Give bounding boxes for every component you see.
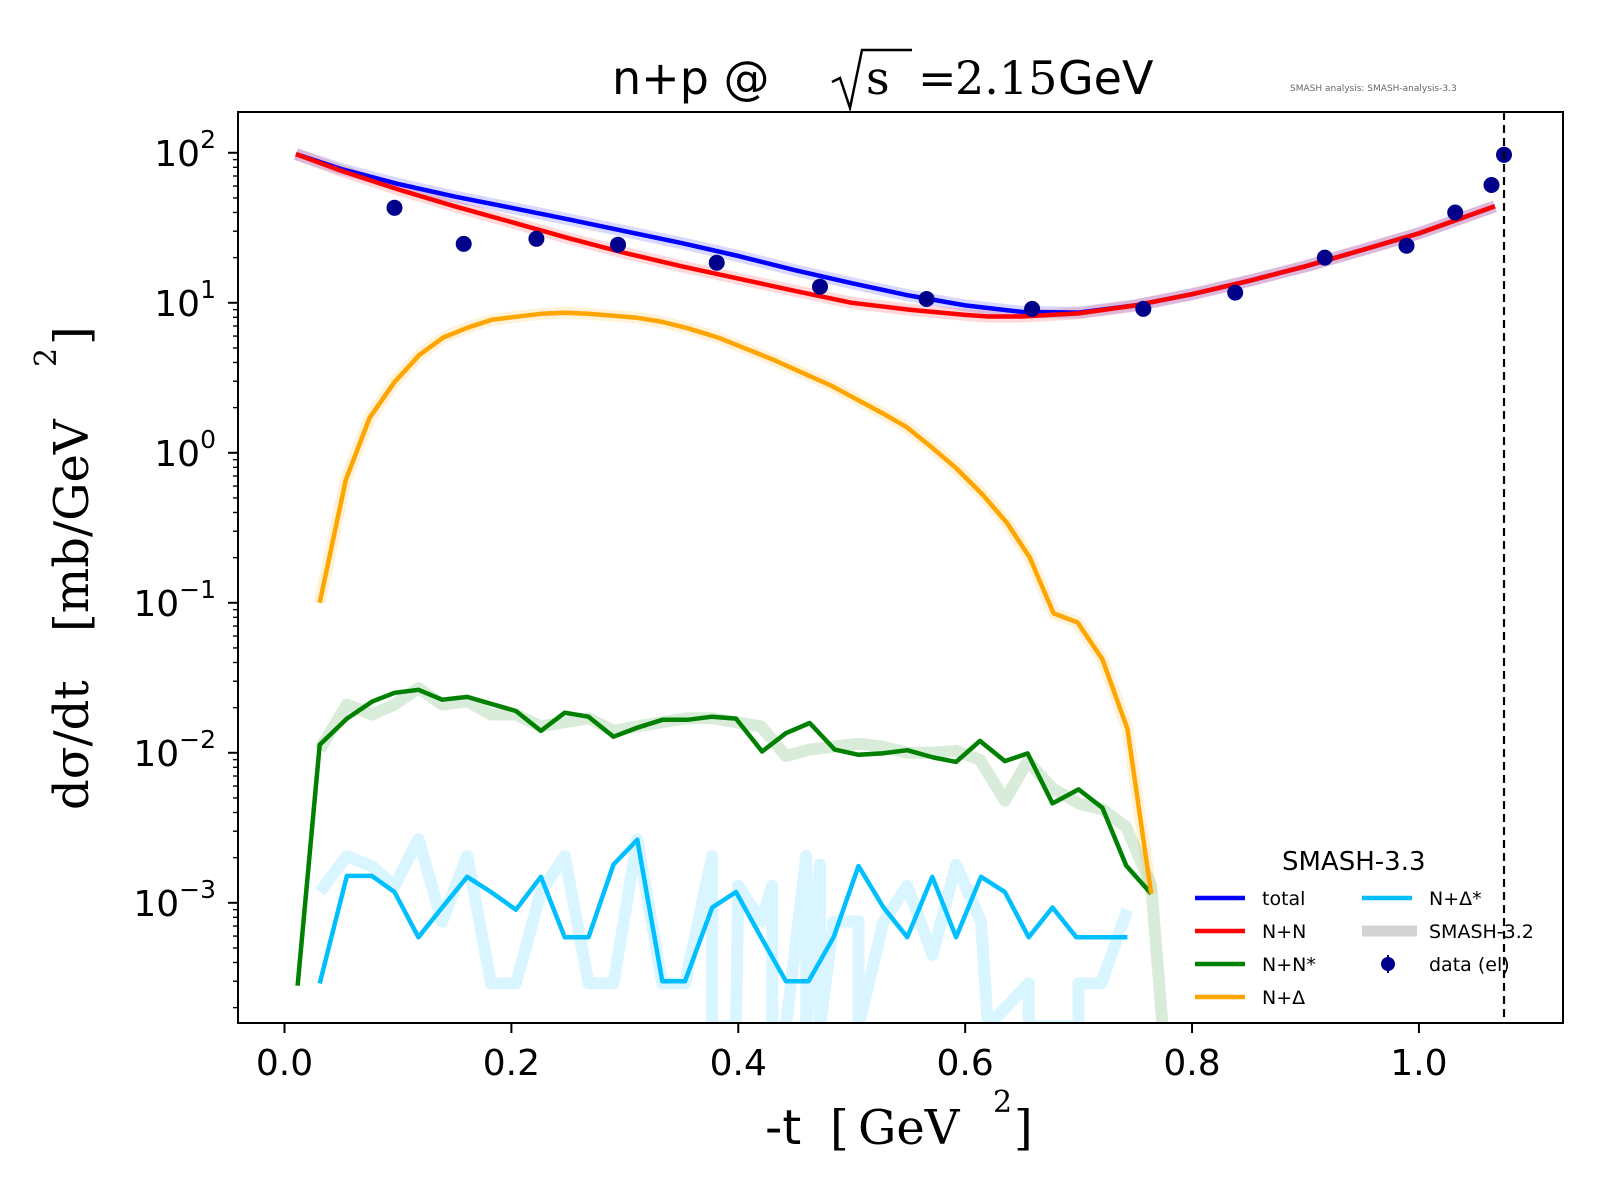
- legend-label: N+Δ*: [1429, 888, 1482, 910]
- legend-title: SMASH-3.3: [1282, 847, 1426, 877]
- data-point: [1024, 300, 1041, 317]
- data-point: [1227, 284, 1244, 301]
- x-axis-label-main: -t: [765, 1100, 801, 1156]
- data-point: [1483, 177, 1500, 193]
- data-point: [1135, 300, 1152, 317]
- x-axis: 0.0 0.2 0.4 0.6 0.8 1.0: [256, 1023, 1448, 1084]
- legend-label: N+Δ: [1262, 987, 1305, 1009]
- x-axis-label-open: [: [830, 1100, 849, 1156]
- x-tick-label: 1.0: [1390, 1043, 1447, 1084]
- data-point: [455, 235, 472, 252]
- series-line-n-plus: [317, 310, 1154, 895]
- y-tick-label: 10−1: [133, 575, 216, 625]
- y-axis-label-close: ]: [44, 326, 100, 345]
- x-axis-label: -t [ GeV 2 ]: [765, 1085, 1033, 1156]
- x-tick-label: 0.0: [256, 1043, 313, 1084]
- legend-marker: [1381, 957, 1395, 971]
- legend-entry-total: total: [1195, 888, 1305, 910]
- legend-label: SMASH-3.2: [1429, 921, 1534, 943]
- y-axis-label-unit: [mb/GeV: [44, 418, 100, 632]
- legend-entry-n-plus-star: N+Δ*: [1362, 888, 1482, 910]
- y-tick-label: 102: [154, 125, 216, 175]
- data-point: [1447, 204, 1464, 221]
- data-point: [708, 254, 725, 271]
- legend-label: total: [1262, 888, 1305, 910]
- reference-line-n-plus-smash-3-2: [313, 306, 1158, 895]
- x-axis-label-unit: GeV: [858, 1100, 961, 1156]
- reference-layer: [293, 148, 1497, 1023]
- watermark: SMASH analysis: SMASH-analysis-3.3: [1290, 84, 1457, 94]
- axes-frame: [237, 111, 1564, 1024]
- y-axis-label-sup: 2: [29, 348, 64, 367]
- data-point: [918, 291, 935, 307]
- data-point: [386, 199, 403, 216]
- legend: SMASH-3.3 total N+N N+N* N+Δ N+Δ* SMASH-3.2 da…: [1195, 847, 1534, 1009]
- data-point: [610, 236, 626, 253]
- series-line-n-plus-n: [295, 151, 1496, 319]
- x-tick-label: 0.4: [710, 1043, 767, 1084]
- title-value: 2.15: [955, 51, 1057, 105]
- sqrt-symbol: [831, 48, 912, 113]
- data-points-layer: [386, 146, 1512, 317]
- data-point: [1316, 249, 1333, 266]
- x-tick-label: 0.8: [1163, 1043, 1220, 1084]
- y-tick-label: 100: [154, 425, 216, 475]
- legend-entry-n-plus-n-star: N+N*: [1195, 954, 1316, 976]
- reference-line-total-smash-3-2: [294, 148, 1497, 319]
- legend-label: N+N: [1262, 921, 1306, 943]
- y-axis-label-main: dσ/dt: [44, 680, 100, 810]
- y-tick-label: 10−3: [133, 875, 216, 925]
- data-point: [528, 230, 545, 247]
- x-axis-label-close: ]: [1014, 1100, 1033, 1156]
- legend-label: N+N*: [1262, 954, 1316, 976]
- chart-title: n+p @ s = 2.15 GeV: [612, 48, 1154, 113]
- legend-label: data (el): [1429, 954, 1510, 976]
- y-axis-label: dσ/dt [mb/GeV 2 ]: [29, 326, 100, 810]
- series-line-n-plus-star: [317, 837, 1128, 984]
- title-equals: =: [918, 51, 957, 105]
- title-prefix: n+p @: [612, 51, 770, 105]
- legend-entry-n-plus-n: N+N: [1195, 921, 1306, 943]
- x-tick-label: 0.2: [483, 1043, 540, 1084]
- legend-entry-n-plus: N+Δ: [1195, 987, 1305, 1009]
- legend-entry-data-el: data (el): [1381, 954, 1510, 976]
- series-layer: [295, 151, 1496, 986]
- series-line-n-plus-n-star: [295, 687, 1153, 986]
- y-tick-label: 101: [154, 275, 216, 325]
- y-axis: 102 101 100 10−1 10−2 10−3: [133, 125, 238, 1009]
- data-point: [812, 278, 828, 295]
- x-axis-label-sup: 2: [993, 1085, 1012, 1120]
- x-tick-label: 0.6: [937, 1043, 994, 1084]
- legend-entry-smash-3-2: SMASH-3.2: [1362, 921, 1534, 943]
- title-unit: GeV: [1058, 51, 1154, 105]
- title-sqrt-arg: s: [866, 51, 890, 105]
- y-tick-label: 10−2: [133, 725, 216, 775]
- reference-line-n-plus-star-smash-3-2: [314, 833, 1134, 1023]
- data-point: [1398, 237, 1415, 254]
